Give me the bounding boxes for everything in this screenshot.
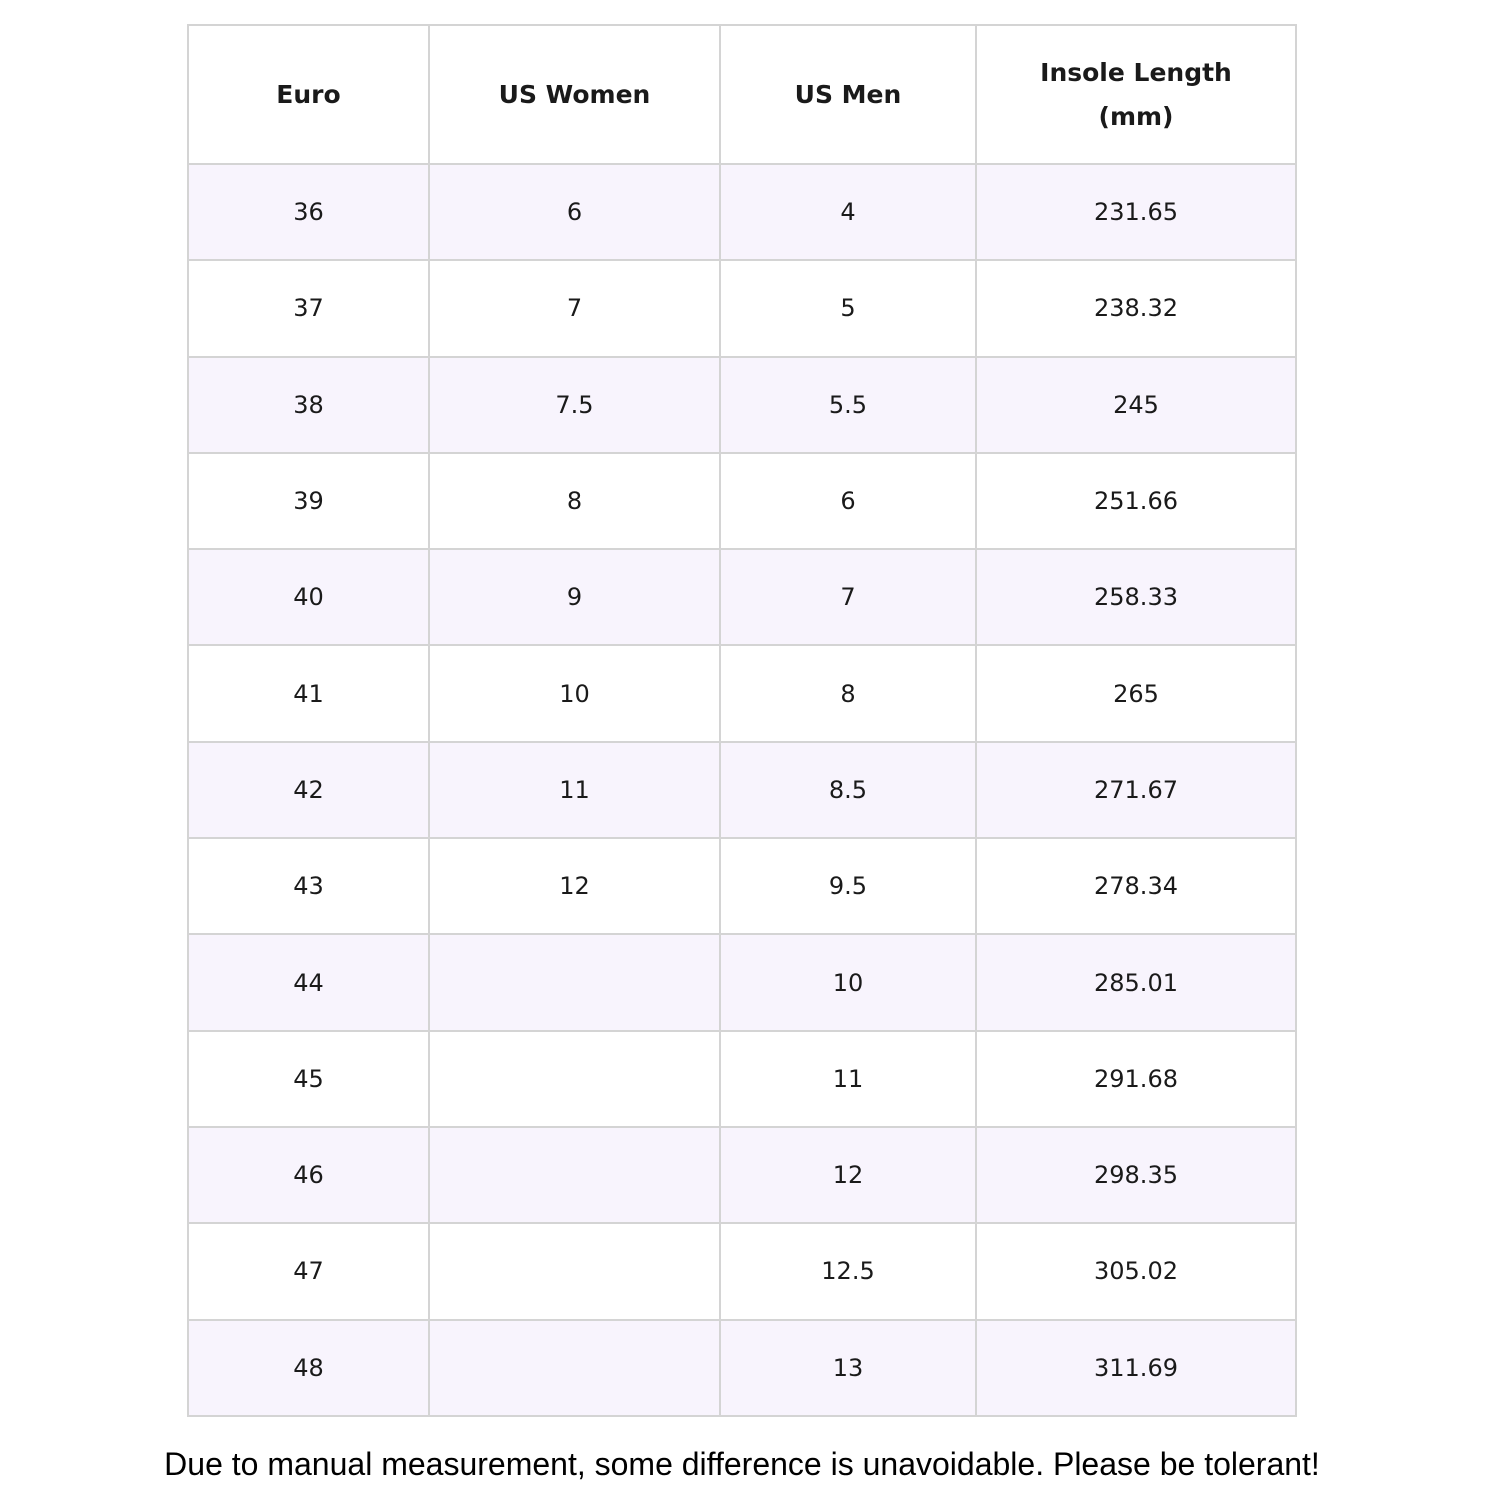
cell-us-women xyxy=(428,1318,721,1417)
cell-us-men: 4 xyxy=(719,162,977,262)
footer-note: Due to manual measurement, some differen… xyxy=(164,1446,1320,1482)
cell-insole-length: 291.68 xyxy=(975,1029,1297,1128)
cell-insole-length: 265 xyxy=(975,644,1297,743)
cell-us-women: 10 xyxy=(428,644,721,743)
cell-insole-length: 278.34 xyxy=(975,837,1297,936)
cell-us-men: 7 xyxy=(719,548,977,647)
table-row: 41 10 8 265 xyxy=(187,644,1297,743)
cell-insole-length: 231.65 xyxy=(975,162,1297,262)
cell-us-men: 8.5 xyxy=(719,740,977,840)
cell-us-men: 12 xyxy=(719,1125,977,1225)
table-row: 48 13 311.69 xyxy=(187,1318,1297,1417)
table-row: 38 7.5 5.5 245 xyxy=(187,355,1297,454)
table-row: 39 8 6 251.66 xyxy=(187,451,1297,551)
table-row: 46 12 298.35 xyxy=(187,1125,1297,1225)
header-us-men: US Men xyxy=(719,24,977,165)
cell-us-women: 6 xyxy=(428,162,721,262)
cell-insole-length: 305.02 xyxy=(975,1222,1297,1321)
table-row: 43 12 9.5 278.34 xyxy=(187,837,1297,936)
table-row: 44 10 285.01 xyxy=(187,933,1297,1032)
cell-us-women: 8 xyxy=(428,451,721,551)
cell-insole-length: 311.69 xyxy=(975,1318,1297,1417)
cell-euro: 42 xyxy=(187,740,430,840)
cell-insole-length: 258.33 xyxy=(975,548,1297,647)
table-row: 42 11 8.5 271.67 xyxy=(187,740,1297,840)
cell-us-men: 9.5 xyxy=(719,837,977,936)
cell-us-men: 12.5 xyxy=(719,1222,977,1321)
cell-us-men: 11 xyxy=(719,1029,977,1128)
header-euro: Euro xyxy=(187,24,430,165)
cell-us-women: 7 xyxy=(428,259,721,358)
cell-us-women xyxy=(428,1029,721,1128)
header-insole-length: Insole Length (mm) xyxy=(975,24,1297,165)
size-chart-table: Euro US Women US Men Insole Length (mm) … xyxy=(187,24,1297,1417)
table-row: 47 12.5 305.02 xyxy=(187,1222,1297,1321)
cell-us-women: 7.5 xyxy=(428,355,721,454)
table-row: 45 11 291.68 xyxy=(187,1029,1297,1128)
cell-euro: 36 xyxy=(187,162,430,262)
cell-euro: 47 xyxy=(187,1222,430,1321)
cell-insole-length: 251.66 xyxy=(975,451,1297,551)
cell-euro: 40 xyxy=(187,548,430,647)
cell-us-men: 10 xyxy=(719,933,977,1032)
cell-euro: 48 xyxy=(187,1318,430,1417)
cell-us-men: 5 xyxy=(719,259,977,358)
cell-insole-length: 245 xyxy=(975,355,1297,454)
cell-us-women xyxy=(428,1222,721,1321)
table-body: 36 6 4 231.65 37 7 5 238.32 38 7.5 5.5 245 39 8 6 251.6… xyxy=(187,162,1297,1417)
header-us-women: US Women xyxy=(428,24,721,165)
cell-insole-length: 285.01 xyxy=(975,933,1297,1032)
cell-insole-length: 238.32 xyxy=(975,259,1297,358)
table-row: 36 6 4 231.65 xyxy=(187,162,1297,262)
cell-us-men: 13 xyxy=(719,1318,977,1417)
cell-us-women: 11 xyxy=(428,740,721,840)
cell-us-women: 12 xyxy=(428,837,721,936)
cell-us-women xyxy=(428,1125,721,1225)
cell-euro: 37 xyxy=(187,259,430,358)
cell-euro: 44 xyxy=(187,933,430,1032)
cell-insole-length: 298.35 xyxy=(975,1125,1297,1225)
table-row: 37 7 5 238.32 xyxy=(187,259,1297,358)
cell-us-men: 8 xyxy=(719,644,977,743)
cell-insole-length: 271.67 xyxy=(975,740,1297,840)
cell-us-women: 9 xyxy=(428,548,721,647)
cell-euro: 46 xyxy=(187,1125,430,1225)
table-row: 40 9 7 258.33 xyxy=(187,548,1297,647)
cell-us-men: 5.5 xyxy=(719,355,977,454)
cell-euro: 38 xyxy=(187,355,430,454)
cell-euro: 41 xyxy=(187,644,430,743)
cell-us-men: 6 xyxy=(719,451,977,551)
cell-euro: 39 xyxy=(187,451,430,551)
header-row: Euro US Women US Men Insole Length (mm) xyxy=(187,24,1297,165)
cell-us-women xyxy=(428,933,721,1032)
cell-euro: 45 xyxy=(187,1029,430,1128)
cell-euro: 43 xyxy=(187,837,430,936)
